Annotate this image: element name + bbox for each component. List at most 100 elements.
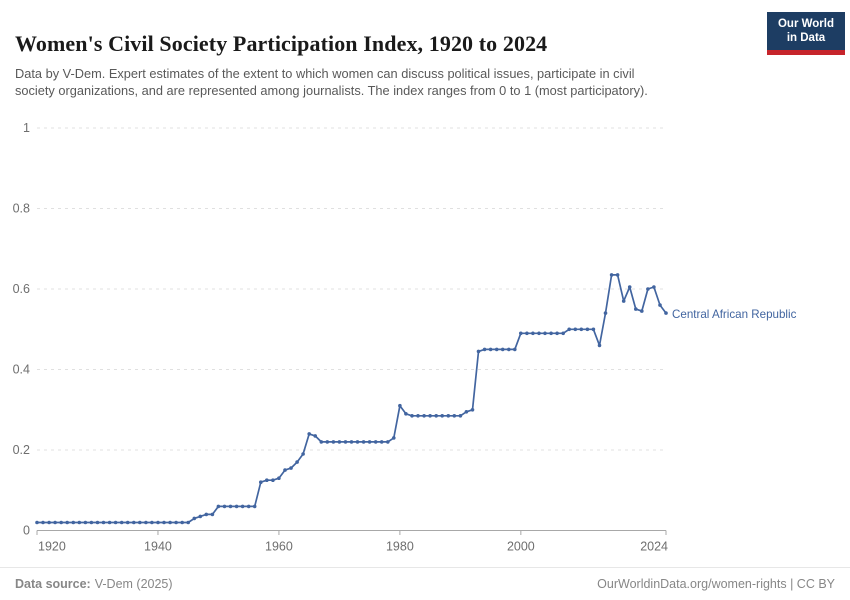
data-point [446, 414, 451, 418]
data-point [192, 516, 197, 521]
data-point [373, 440, 378, 444]
y-tick-label: 0.6 [13, 282, 30, 296]
data-point [138, 520, 142, 525]
owid-logo-line1: Our World [777, 18, 834, 30]
chart-title: Women's Civil Society Participation Inde… [15, 30, 548, 56]
data-point [307, 432, 312, 436]
data-point [519, 331, 523, 336]
data-point [89, 520, 94, 525]
data-point [313, 434, 318, 438]
data-point [646, 287, 650, 291]
data-point [597, 343, 602, 348]
data-point [228, 504, 233, 509]
y-tick-label: 0.8 [13, 202, 30, 216]
data-point [198, 514, 203, 519]
data-point [561, 331, 565, 336]
data-point [95, 520, 100, 525]
data-point [537, 331, 541, 336]
data-point [603, 311, 608, 315]
data-source-label: Data source: [15, 577, 91, 591]
data-point [361, 440, 366, 444]
data-source: Data source: V-Dem (2025) [15, 577, 173, 591]
data-point [579, 327, 584, 332]
data-point [627, 285, 632, 289]
data-point [555, 331, 559, 336]
data-point [289, 466, 293, 470]
series-label: Central African Republic [672, 308, 797, 321]
data-point [458, 414, 463, 418]
data-point [113, 520, 118, 525]
data-point [210, 512, 215, 517]
data-point [77, 520, 82, 525]
data-point [410, 414, 414, 418]
series-line [36, 274, 667, 524]
data-point [392, 436, 396, 440]
data-point [500, 347, 505, 352]
data-point [156, 520, 160, 525]
data-point [240, 504, 245, 509]
data-point [319, 440, 324, 444]
x-tick-label: 1940 [144, 540, 172, 554]
data-point [47, 520, 51, 525]
data-point [609, 273, 614, 277]
data-point [259, 480, 263, 485]
data-point [337, 440, 342, 444]
data-point [507, 347, 511, 352]
data-point [621, 299, 626, 303]
data-point [567, 327, 571, 332]
data-point [59, 520, 63, 525]
data-point [367, 440, 372, 444]
data-point [132, 520, 136, 525]
data-point [180, 520, 184, 525]
data-point [428, 414, 432, 418]
data-point [634, 307, 638, 311]
data-point [488, 347, 493, 352]
data-point [216, 504, 221, 509]
data-point [162, 520, 166, 525]
data-point [658, 303, 662, 307]
data-point [83, 520, 88, 525]
data-point [107, 520, 112, 525]
y-tick-label: 0.4 [13, 363, 30, 377]
data-point [168, 520, 172, 525]
x-tick-label: 1920 [38, 540, 66, 554]
data-point [65, 520, 69, 525]
data-point [119, 520, 124, 525]
data-point [355, 440, 360, 444]
data-point [125, 520, 130, 525]
data-point [246, 504, 251, 509]
data-point [404, 412, 408, 416]
data-point [591, 327, 596, 332]
data-point [150, 520, 154, 525]
data-point [331, 440, 336, 444]
owid-logo-line2: in Data [786, 32, 826, 45]
x-tick-label: 2024 [640, 540, 668, 554]
chart-footer: Data source: V-Dem (2025) OurWorldinData.… [0, 567, 850, 600]
data-point [277, 476, 281, 481]
x-tick-label: 1980 [386, 540, 414, 554]
data-point [386, 440, 390, 444]
data-point [482, 347, 487, 352]
data-point [71, 520, 76, 525]
data-point [464, 410, 469, 414]
data-point [434, 414, 439, 418]
data-point [615, 273, 620, 277]
data-point [343, 440, 348, 444]
data-point [494, 347, 499, 352]
data-point [144, 520, 148, 525]
owid-logo: Our World in Data [767, 12, 845, 55]
data-point [652, 285, 656, 289]
chart-subtitle: Data by V-Dem. Expert estimates of the e… [15, 65, 648, 99]
data-point [549, 331, 553, 336]
data-point [252, 504, 257, 509]
data-point [101, 520, 106, 525]
credit-link[interactable]: OurWorldinData.org/women-rights | CC BY [597, 577, 835, 591]
y-tick-label: 0 [23, 524, 30, 538]
x-tick-label: 2000 [507, 540, 535, 554]
y-tick-label: 1 [23, 121, 30, 135]
data-point [440, 414, 445, 418]
data-point [513, 347, 517, 352]
data-point [525, 331, 529, 336]
